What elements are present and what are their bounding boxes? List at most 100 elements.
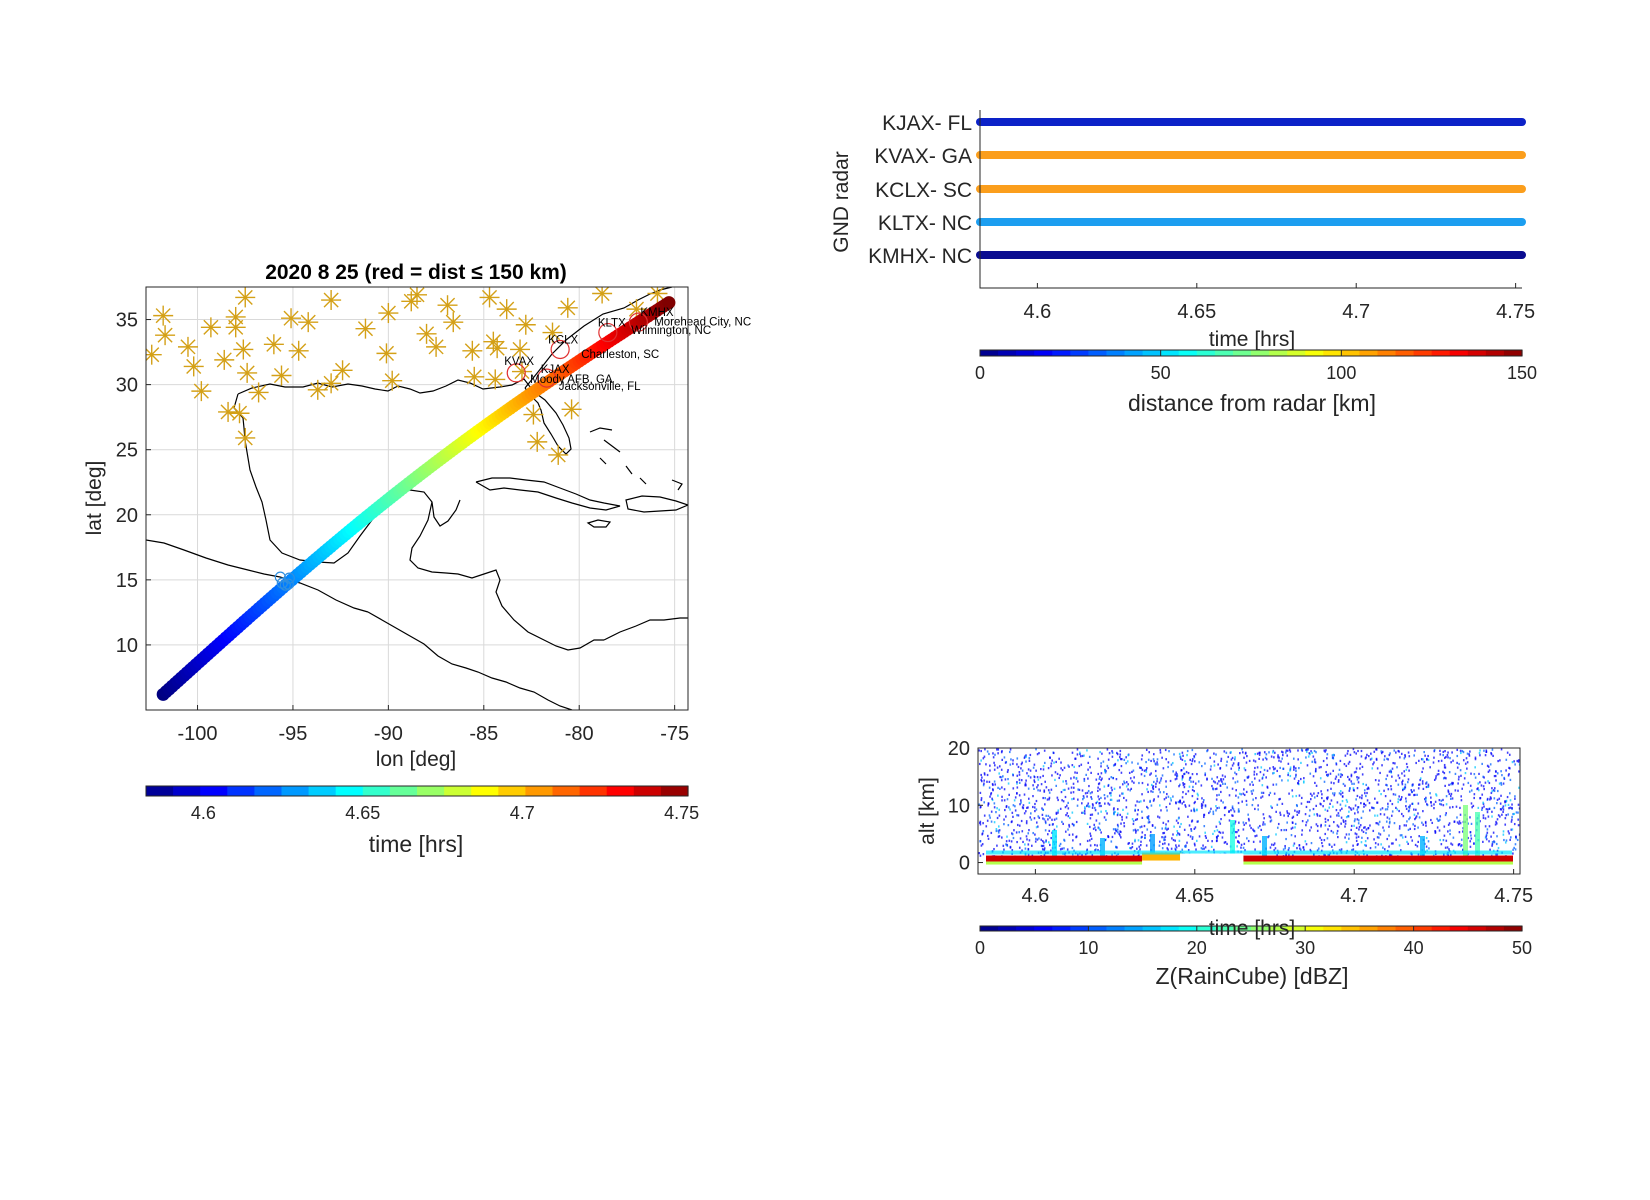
reflectivity-speckle bbox=[1477, 806, 1480, 810]
reflectivity-speckle bbox=[1073, 786, 1075, 789]
reflectivity-speckle bbox=[1073, 823, 1075, 827]
reflectivity-speckle bbox=[1050, 762, 1053, 765]
reflectivity-speckle bbox=[1025, 779, 1027, 782]
reflectivity-speckle bbox=[1462, 848, 1464, 852]
reflectivity-speckle bbox=[1107, 766, 1110, 770]
reflectivity-speckle bbox=[1267, 836, 1269, 839]
reflectivity-speckle bbox=[1081, 802, 1083, 805]
reflectivity-speckle bbox=[1016, 823, 1019, 827]
reflectivity-speckle bbox=[1212, 810, 1215, 813]
reflectivity-speckle bbox=[1026, 806, 1028, 809]
reflectivity-speckle bbox=[1310, 826, 1313, 829]
reflectivity-speckle bbox=[1202, 801, 1205, 804]
reflectivity-speckle bbox=[1120, 822, 1122, 825]
reflectivity-speckle bbox=[1075, 776, 1078, 780]
reflectivity-speckle bbox=[1133, 776, 1135, 779]
reflectivity-speckle bbox=[1141, 810, 1143, 813]
colorbar-segment bbox=[998, 350, 1017, 356]
reflectivity-speckle bbox=[993, 806, 996, 809]
reflectivity-speckle bbox=[1047, 789, 1050, 792]
reflectivity-speckle bbox=[1202, 844, 1204, 847]
near-radar-circle bbox=[550, 339, 570, 360]
reflectivity-speckle bbox=[1236, 831, 1238, 834]
reflectivity-speckle bbox=[1003, 756, 1006, 759]
reflectivity-speckle bbox=[1313, 749, 1316, 753]
reflectivity-speckle bbox=[1515, 811, 1518, 814]
raincube-curtain bbox=[978, 748, 1520, 870]
radar-station-marker bbox=[183, 356, 204, 377]
reflectivity-speckle bbox=[1036, 786, 1038, 789]
reflectivity-speckle bbox=[1306, 748, 1308, 751]
reflectivity-speckle bbox=[1001, 786, 1003, 789]
station-label: KCLX bbox=[548, 334, 578, 346]
reflectivity-speckle bbox=[1059, 842, 1062, 846]
colorbar-segment bbox=[1016, 926, 1035, 931]
reflectivity-speckle bbox=[1116, 808, 1119, 811]
reflectivity-speckle bbox=[1457, 789, 1459, 792]
reflectivity-speckle bbox=[1053, 761, 1055, 764]
overlap-circle bbox=[276, 577, 288, 589]
reflectivity-speckle bbox=[1456, 761, 1458, 765]
reflectivity-speckle bbox=[1357, 776, 1360, 779]
reflectivity-speckle bbox=[1107, 802, 1109, 805]
radar-x-ticks: 4.6 4.65 4.7 4.75 bbox=[1023, 283, 1535, 323]
reflectivity-speckle bbox=[1388, 845, 1390, 848]
reflectivity-speckle bbox=[1098, 827, 1100, 830]
reflectivity-speckle bbox=[1184, 760, 1186, 763]
reflectivity-speckle bbox=[1395, 751, 1397, 754]
reflectivity-speckle bbox=[1137, 829, 1139, 832]
reflectivity-speckle bbox=[1097, 757, 1099, 760]
reflectivity-speckle bbox=[1442, 750, 1445, 754]
reflectivity-speckle bbox=[1119, 758, 1122, 761]
reflectivity-speckle bbox=[1143, 824, 1146, 828]
reflectivity-speckle bbox=[1063, 838, 1065, 841]
reflectivity-speckle bbox=[1394, 793, 1397, 796]
reflectivity-speckle bbox=[1098, 777, 1101, 780]
reflectivity-speckle bbox=[1366, 837, 1369, 840]
reflectivity-speckle bbox=[1485, 808, 1488, 811]
reflectivity-speckle bbox=[1224, 841, 1227, 844]
reflectivity-speckle bbox=[1404, 835, 1407, 838]
reflectivity-speckle bbox=[1293, 766, 1295, 769]
reflectivity-speckle bbox=[1031, 844, 1033, 847]
reflectivity-speckle bbox=[1355, 826, 1358, 829]
reflectivity-speckle bbox=[1238, 834, 1240, 838]
reflectivity-speckle bbox=[980, 797, 983, 800]
reflectivity-speckle bbox=[1123, 780, 1125, 783]
colorbar-segment bbox=[498, 786, 526, 796]
reflectivity-speckle bbox=[1459, 822, 1462, 825]
reflectivity-speckle bbox=[1045, 814, 1048, 817]
reflectivity-speckle bbox=[1273, 792, 1276, 795]
reflectivity-speckle bbox=[1333, 820, 1335, 824]
reflectivity-speckle bbox=[1491, 810, 1493, 813]
reflectivity-speckle bbox=[1324, 854, 1326, 857]
reflectivity-speckle bbox=[1198, 835, 1201, 838]
reflectivity-speckle bbox=[1320, 838, 1323, 842]
reflectivity-speckle bbox=[1010, 820, 1013, 824]
reflectivity-speckle bbox=[1018, 778, 1021, 781]
reflectivity-speckle bbox=[1353, 782, 1355, 785]
reflectivity-speckle bbox=[1485, 838, 1488, 841]
reflectivity-speckle bbox=[1269, 791, 1272, 795]
reflectivity-speckle bbox=[1024, 784, 1026, 787]
reflectivity-speckle bbox=[1344, 836, 1346, 839]
reflectivity-speckle bbox=[1495, 779, 1497, 782]
reflectivity-speckle bbox=[1308, 752, 1311, 755]
reflectivity-speckle bbox=[1400, 812, 1403, 816]
overlap-circle bbox=[274, 571, 286, 583]
radar-station-marker bbox=[485, 369, 506, 390]
reflectivity-speckle bbox=[983, 773, 986, 776]
reflectivity-speckle bbox=[1356, 778, 1359, 781]
reflectivity-speckle bbox=[1141, 793, 1143, 796]
reflectivity-speckle bbox=[1482, 801, 1484, 804]
reflectivity-speckle bbox=[1235, 773, 1238, 776]
reflectivity-speckle bbox=[1181, 774, 1184, 778]
data-gap bbox=[1180, 853, 1244, 870]
reflectivity-speckle bbox=[1507, 813, 1509, 816]
reflectivity-speckle bbox=[1064, 795, 1067, 799]
reflectivity-speckle bbox=[1043, 789, 1046, 792]
reflectivity-speckle bbox=[1143, 774, 1146, 778]
reflectivity-speckle bbox=[1113, 807, 1115, 810]
reflectivity-speckle bbox=[1390, 788, 1393, 791]
